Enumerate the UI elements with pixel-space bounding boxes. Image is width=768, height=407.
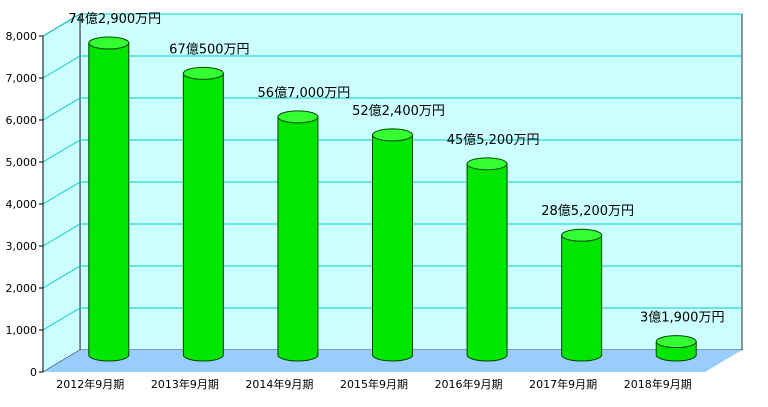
y-tick-label: 6,000 [6, 114, 38, 127]
data-label: 28億5,200万円 [541, 203, 634, 219]
gridline [42, 97, 81, 121]
bar-body [466, 163, 508, 362]
x-tick-label: 2015年9月期 [340, 377, 408, 391]
data-label: 56億7,000万円 [258, 85, 351, 101]
data-label: 74億2,900万円 [68, 11, 161, 27]
bar [655, 335, 697, 362]
x-tick-label: 2016年9月期 [435, 377, 503, 391]
x-tick-label: 2017年9月期 [529, 377, 597, 391]
bar-body [182, 72, 224, 362]
bar-top [182, 66, 224, 80]
gridline [42, 223, 81, 247]
x-tick-label: 2018年9月期 [624, 377, 692, 391]
data-label: 45億5,200万円 [447, 132, 540, 148]
bar-top [88, 36, 130, 50]
x-tick-label: 2012年9月期 [56, 377, 124, 391]
gridline [42, 265, 81, 289]
bar-body [561, 234, 603, 362]
data-labels: 74億2,900万円 67億500万円 56億7,000万円52億2,400万円45… [68, 11, 724, 326]
gridline [42, 139, 81, 163]
y-tick-label: 1,000 [6, 324, 38, 337]
data-label: 67億500万円 [169, 41, 249, 57]
gridline [42, 13, 81, 37]
x-axis: 2012年9月期 2013年9月期 2014年9月期 2015年9月期 2016年9月期… [56, 377, 691, 391]
y-axis: 0 1,000 2,000 3,000 4,000 5,000 6,000 7,000 8,00… [6, 30, 44, 379]
bar-body [372, 134, 413, 362]
bar-top [655, 335, 697, 349]
y-tick-label: 3,000 [6, 240, 38, 253]
bar-top [277, 110, 319, 124]
bar [88, 36, 130, 362]
data-label: 3億1,900万円 [640, 310, 725, 326]
bar [277, 110, 319, 362]
bar-body [277, 116, 319, 362]
bar-top [466, 157, 508, 171]
y-tick-label: 7,000 [6, 72, 38, 85]
bar-top [372, 128, 413, 142]
bar [372, 128, 413, 362]
x-tick-label: 2013年9月期 [151, 377, 219, 391]
bar-body [88, 42, 130, 362]
bars [88, 36, 697, 362]
bar [561, 228, 603, 362]
bar [182, 66, 224, 362]
bar-top [561, 228, 603, 242]
gridline [42, 181, 81, 205]
bar [466, 157, 508, 362]
gridline [42, 307, 81, 331]
x-tick-label: 2014年9月期 [245, 377, 313, 391]
y-tick-label: 0 [30, 366, 37, 379]
y-tick-label: 5,000 [6, 156, 38, 169]
y-tick-label: 4,000 [6, 198, 38, 211]
gridline [42, 55, 81, 79]
y-tick-label: 2,000 [6, 282, 38, 295]
y-tick-label: 8,000 [6, 30, 38, 43]
data-label: 52億2,400万円 [352, 103, 445, 119]
